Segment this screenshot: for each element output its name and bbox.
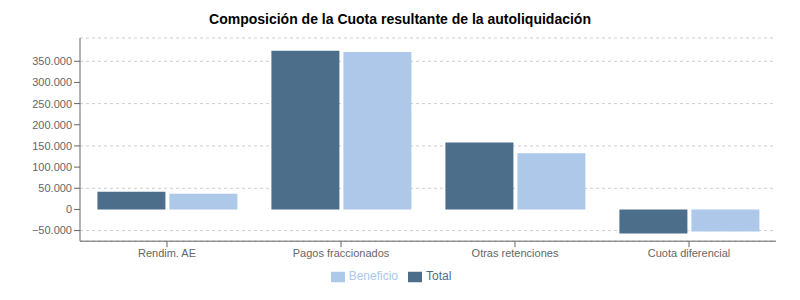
svg-text:Pagos fraccionados: Pagos fraccionados xyxy=(293,247,390,259)
svg-text:50.000: 50.000 xyxy=(38,182,72,194)
svg-text:250.000: 250.000 xyxy=(32,98,72,110)
svg-text:150.000: 150.000 xyxy=(32,140,72,152)
svg-text:Otras retenciones: Otras retenciones xyxy=(472,247,559,259)
svg-text:Cuota diferencial: Cuota diferencial xyxy=(648,247,731,259)
html-text:Total: Total xyxy=(426,269,452,284)
svg-text:−50.000: −50.000 xyxy=(32,224,72,236)
html-text:Beneficio: Beneficio xyxy=(348,269,398,284)
svg-text:0: 0 xyxy=(66,203,72,215)
svg-text:350.000: 350.000 xyxy=(32,55,72,67)
svg-text:300.000: 300.000 xyxy=(32,76,72,88)
svg-text:100.000: 100.000 xyxy=(32,161,72,173)
svg-text:Rendim. AE: Rendim. AE xyxy=(138,247,196,259)
html-text:Composición de la Cuota result: Composición de la Cuota resultante de la… xyxy=(209,11,591,27)
svg-text:200.000: 200.000 xyxy=(32,119,72,131)
